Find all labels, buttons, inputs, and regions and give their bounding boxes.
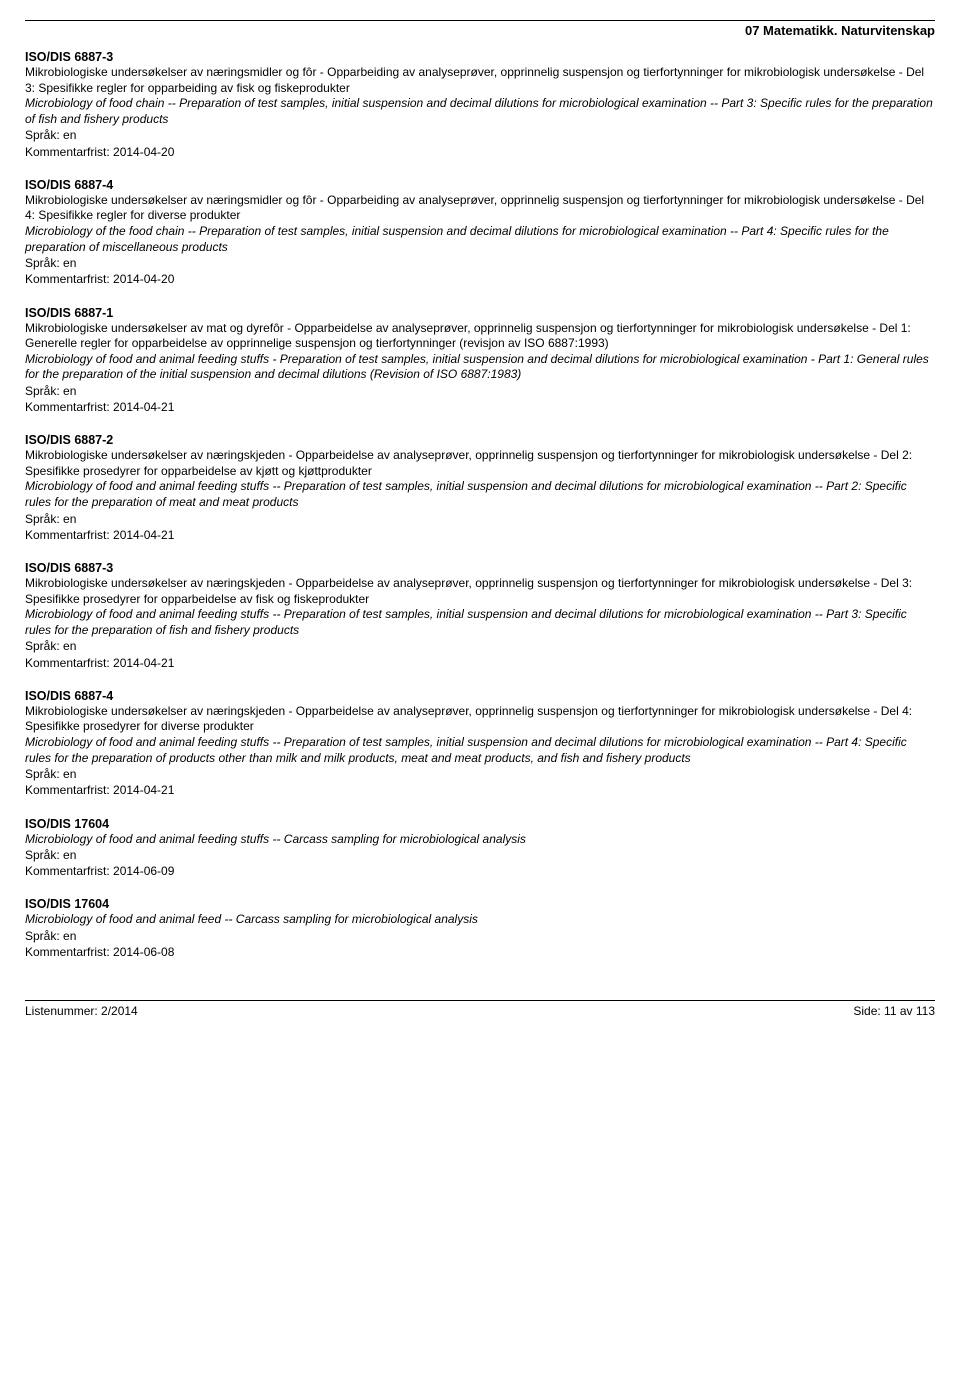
standard-entry: ISO/DIS 6887-3Mikrobiologiske undersøkel… [25,561,935,671]
entry-title-english: Microbiology of food and animal feeding … [25,832,935,848]
standard-entry: ISO/DIS 6887-2Mikrobiologiske undersøkel… [25,433,935,543]
entry-deadline: Kommentarfrist: 2014-04-20 [25,144,935,160]
entry-language: Språk: en [25,638,935,654]
entry-code: ISO/DIS 6887-4 [25,689,935,703]
standard-entry: ISO/DIS 6887-4Mikrobiologiske undersøkel… [25,178,935,288]
standard-entry: ISO/DIS 6887-3Mikrobiologiske undersøkel… [25,50,935,160]
entry-code: ISO/DIS 6887-4 [25,178,935,192]
entry-title-english: Microbiology of food chain -- Preparatio… [25,96,935,127]
entry-code: ISO/DIS 17604 [25,817,935,831]
entry-title-english: Microbiology of food and animal feeding … [25,607,935,638]
entry-deadline: Kommentarfrist: 2014-04-21 [25,527,935,543]
footer-left: Listenummer: 2/2014 [25,1004,138,1018]
entry-title-norwegian: Mikrobiologiske undersøkelser av nærings… [25,193,935,224]
entry-language: Språk: en [25,511,935,527]
standard-entry: ISO/DIS 6887-1Mikrobiologiske undersøkel… [25,306,935,416]
entry-title-english: Microbiology of food and animal feed -- … [25,912,935,928]
entry-code: ISO/DIS 17604 [25,897,935,911]
standard-entry: ISO/DIS 17604Microbiology of food and an… [25,897,935,960]
entry-language: Språk: en [25,383,935,399]
entry-deadline: Kommentarfrist: 2014-04-21 [25,782,935,798]
entry-language: Språk: en [25,127,935,143]
entry-code: ISO/DIS 6887-2 [25,433,935,447]
entry-code: ISO/DIS 6887-1 [25,306,935,320]
standard-entry: ISO/DIS 17604Microbiology of food and an… [25,817,935,880]
entry-code: ISO/DIS 6887-3 [25,50,935,64]
section-header: 07 Matematikk. Naturvitenskap [25,23,935,38]
entry-title-norwegian: Mikrobiologiske undersøkelser av nærings… [25,704,935,735]
top-rule [25,20,935,21]
page-footer: Listenummer: 2/2014 Side: 11 av 113 [25,1000,935,1018]
entry-title-norwegian: Mikrobiologiske undersøkelser av nærings… [25,576,935,607]
entry-deadline: Kommentarfrist: 2014-04-20 [25,271,935,287]
entry-title-english: Microbiology of food and animal feeding … [25,735,935,766]
footer-right: Side: 11 av 113 [853,1004,935,1018]
entry-code: ISO/DIS 6887-3 [25,561,935,575]
entry-title-norwegian: Mikrobiologiske undersøkelser av nærings… [25,65,935,96]
entry-deadline: Kommentarfrist: 2014-06-09 [25,863,935,879]
entry-deadline: Kommentarfrist: 2014-04-21 [25,655,935,671]
standard-entry: ISO/DIS 6887-4Mikrobiologiske undersøkel… [25,689,935,799]
entry-language: Språk: en [25,928,935,944]
entry-language: Språk: en [25,255,935,271]
entry-language: Språk: en [25,766,935,782]
entry-title-norwegian: Mikrobiologiske undersøkelser av nærings… [25,448,935,479]
entry-deadline: Kommentarfrist: 2014-04-21 [25,399,935,415]
entry-language: Språk: en [25,847,935,863]
entries-list: ISO/DIS 6887-3Mikrobiologiske undersøkel… [25,50,935,960]
entry-title-english: Microbiology of the food chain -- Prepar… [25,224,935,255]
entry-deadline: Kommentarfrist: 2014-06-08 [25,944,935,960]
entry-title-english: Microbiology of food and animal feeding … [25,479,935,510]
entry-title-english: Microbiology of food and animal feeding … [25,352,935,383]
entry-title-norwegian: Mikrobiologiske undersøkelser av mat og … [25,321,935,352]
